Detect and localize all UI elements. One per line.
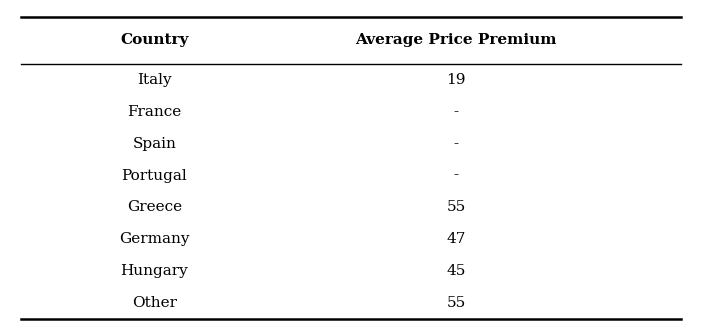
Text: Greece: Greece — [127, 201, 182, 214]
Text: Country: Country — [120, 33, 189, 47]
Text: Italy: Italy — [137, 73, 172, 87]
Text: France: France — [127, 105, 182, 119]
Text: 47: 47 — [446, 233, 466, 246]
Text: Spain: Spain — [133, 137, 176, 151]
Text: Germany: Germany — [119, 233, 190, 246]
Text: 55: 55 — [446, 296, 466, 310]
Text: -: - — [453, 137, 459, 151]
Text: Portugal: Portugal — [121, 169, 187, 182]
Text: -: - — [453, 169, 459, 182]
Text: Average Price Premium: Average Price Premium — [355, 33, 557, 47]
Text: -: - — [453, 105, 459, 119]
Text: 55: 55 — [446, 201, 466, 214]
Text: Other: Other — [132, 296, 177, 310]
Text: 45: 45 — [446, 264, 466, 278]
Text: 19: 19 — [446, 73, 466, 87]
Text: Hungary: Hungary — [121, 264, 188, 278]
